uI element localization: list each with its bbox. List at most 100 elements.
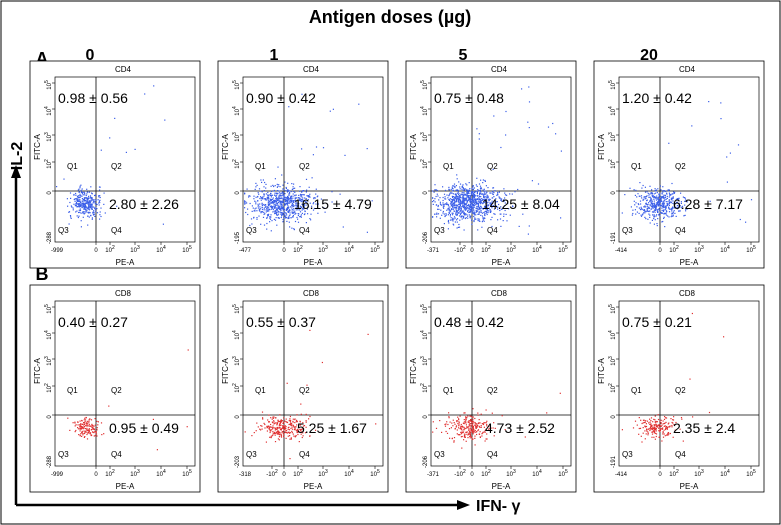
event-dot: [92, 213, 95, 215]
event-dot: [648, 207, 651, 209]
event-dot: [478, 183, 481, 185]
event-dot: [291, 423, 293, 425]
event-dot: [82, 433, 84, 435]
x-tick-label: 105: [746, 245, 756, 254]
event-dot: [448, 189, 450, 191]
event-dot: [291, 199, 293, 201]
event-dot: [656, 197, 658, 199]
event-dot: [277, 432, 279, 434]
event-dot: [289, 198, 291, 200]
event-dot: [653, 209, 656, 211]
event-dot: [473, 215, 475, 218]
event-dot: [466, 195, 468, 197]
quadrant-label-q1: Q1: [631, 162, 642, 171]
event-dot: [674, 207, 676, 209]
event-dot: [469, 424, 471, 426]
event-dot: [78, 200, 80, 202]
event-dot: [492, 168, 494, 170]
event-dot: [88, 428, 90, 430]
event-dot: [452, 188, 454, 190]
event-dot: [454, 186, 456, 188]
event-dot: [447, 204, 449, 206]
event-dot: [469, 201, 471, 203]
event-dot: [463, 212, 465, 214]
event-dot: [290, 195, 292, 197]
event-dot: [476, 424, 479, 426]
event-dot: [92, 428, 95, 430]
event-dot: [344, 154, 346, 156]
event-dot: [668, 204, 670, 206]
event-dot: [480, 211, 482, 213]
event-dot: [293, 229, 295, 231]
event-dot: [280, 212, 282, 214]
event-dot: [280, 213, 282, 215]
event-dot: [456, 210, 458, 212]
event-dot: [78, 434, 80, 436]
event-dot: [509, 214, 511, 216]
event-dot: [434, 198, 436, 200]
event-dot: [285, 209, 287, 211]
event-dot: [537, 183, 540, 185]
event-dot: [667, 426, 669, 428]
event-dot: [261, 208, 264, 211]
event-dot: [78, 203, 80, 205]
event-dot: [654, 421, 656, 423]
event-dot: [308, 196, 310, 198]
event-dot: [262, 418, 264, 420]
event-dot: [471, 425, 474, 427]
event-dot: [672, 206, 674, 208]
event-dot: [463, 188, 465, 190]
event-dot: [476, 198, 478, 200]
event-dot: [658, 204, 660, 206]
event-dot: [267, 197, 269, 199]
event-dot: [473, 201, 475, 203]
event-dot: [266, 222, 268, 225]
event-dot: [86, 208, 89, 210]
y-tick-label: 105: [44, 80, 53, 90]
event-dot: [642, 199, 644, 201]
event-dot: [493, 208, 496, 210]
event-dot: [456, 211, 458, 213]
event-dot: [457, 191, 459, 193]
event-dot: [280, 433, 282, 435]
event-dot: [305, 421, 307, 423]
event-dot: [654, 196, 656, 198]
event-dot: [254, 188, 256, 190]
event-dot: [496, 206, 498, 208]
quadrant-label-q2: Q2: [111, 162, 122, 171]
event-dot: [655, 424, 657, 426]
event-dot: [248, 195, 250, 197]
event-dot: [474, 199, 476, 201]
event-dot: [669, 425, 671, 427]
event-dot: [480, 209, 482, 212]
event-dot: [294, 205, 296, 207]
y-tick-label: 103: [420, 132, 429, 142]
event-dot: [455, 207, 457, 209]
event-dot: [299, 198, 301, 200]
event-dot: [267, 215, 269, 217]
event-dot: [254, 210, 256, 212]
event-dot: [277, 190, 279, 192]
event-dot: [645, 203, 647, 205]
event-dot: [275, 212, 277, 214]
x-min-label: -371: [427, 472, 440, 478]
event-dot: [654, 430, 656, 433]
event-dot: [503, 199, 505, 201]
event-dot: [653, 196, 655, 199]
event-dot: [432, 203, 434, 205]
event-dot: [462, 432, 464, 434]
event-dot: [83, 436, 85, 438]
event-dot: [483, 196, 485, 198]
event-dot: [96, 208, 98, 210]
event-dot: [463, 206, 465, 208]
event-dot: [78, 195, 80, 197]
event-dot: [267, 210, 269, 212]
event-dot: [487, 199, 489, 201]
event-dot: [264, 181, 266, 184]
event-dot: [92, 431, 94, 433]
event-dot: [474, 417, 476, 420]
event-dot: [277, 166, 279, 168]
event-dot: [662, 210, 664, 212]
event-dot: [271, 220, 273, 222]
event-dot: [666, 192, 668, 194]
